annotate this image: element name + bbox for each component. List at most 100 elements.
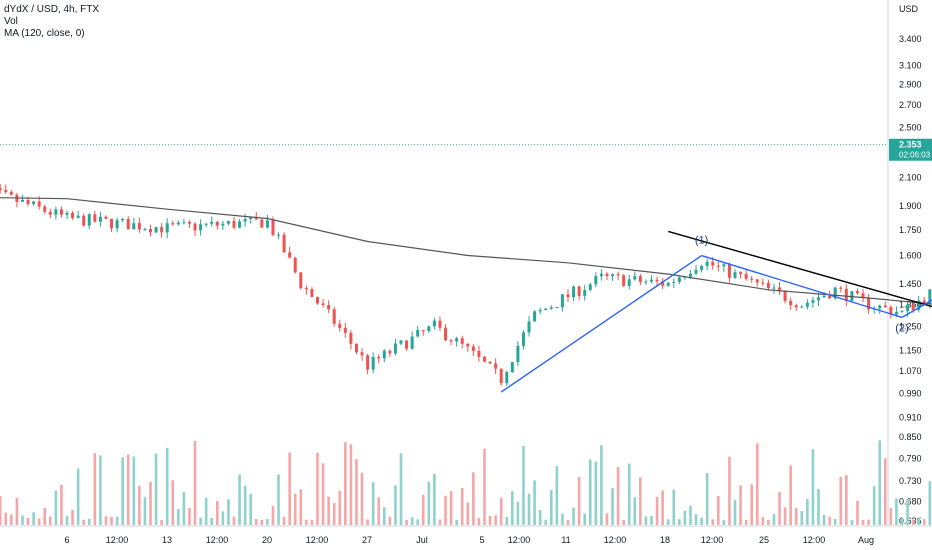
moving-average-label[interactable]: MA (120, close, 0) bbox=[4, 28, 85, 39]
time-tick-label: Jul bbox=[416, 535, 428, 545]
candle-body bbox=[165, 223, 169, 233]
volume-bar bbox=[282, 516, 286, 525]
candle-body bbox=[48, 211, 52, 215]
price-tick-label: 1.250 bbox=[899, 321, 922, 331]
candle-body bbox=[271, 220, 275, 236]
candle-body bbox=[382, 350, 386, 359]
candle-body bbox=[900, 310, 904, 312]
volume-bar bbox=[928, 481, 932, 525]
candle-body bbox=[700, 265, 704, 270]
volume-bar bbox=[817, 489, 820, 525]
price-axis-currency: USD bbox=[899, 4, 919, 14]
volume-bar bbox=[783, 507, 787, 525]
volume-bar bbox=[488, 515, 492, 525]
candle-body bbox=[594, 276, 598, 285]
candle-body bbox=[644, 281, 648, 283]
candle-body bbox=[265, 220, 269, 228]
candle-body bbox=[171, 223, 175, 225]
candle-body bbox=[633, 276, 637, 280]
candle-body bbox=[822, 295, 826, 298]
volume-bar bbox=[449, 491, 453, 525]
volume-indicator-label[interactable]: Vol bbox=[4, 16, 18, 27]
volume-bar bbox=[639, 477, 642, 525]
candle-body bbox=[483, 356, 486, 362]
volume-bar bbox=[49, 516, 52, 525]
candle-body bbox=[65, 212, 69, 215]
price-tick-label: 0.635 bbox=[899, 516, 922, 526]
wave-line[interactable] bbox=[500, 254, 702, 393]
candle-body bbox=[566, 294, 570, 298]
price-tick-label: 0.850 bbox=[899, 432, 922, 442]
trend-line[interactable] bbox=[668, 230, 932, 326]
candle-body bbox=[98, 216, 102, 222]
volume-bar bbox=[900, 518, 904, 525]
volume-bar bbox=[293, 493, 297, 525]
wave-line[interactable] bbox=[901, 164, 932, 319]
volume-bar bbox=[739, 485, 742, 525]
wave-line[interactable] bbox=[701, 254, 903, 319]
volume-bar bbox=[349, 444, 353, 525]
candle-body bbox=[215, 221, 219, 226]
candle-body bbox=[839, 287, 843, 289]
volume-bar bbox=[232, 516, 236, 525]
volume-bar bbox=[872, 486, 876, 525]
time-tick-label: 27 bbox=[362, 535, 372, 545]
volume-bar bbox=[104, 516, 108, 525]
volume-bar bbox=[193, 441, 197, 525]
candle-body bbox=[499, 368, 503, 384]
candle-body bbox=[54, 209, 58, 215]
volume-bar bbox=[544, 519, 548, 525]
volume-bar bbox=[99, 455, 102, 525]
volume-bar bbox=[126, 454, 130, 525]
candle-body bbox=[555, 307, 559, 309]
candle-body bbox=[911, 304, 915, 310]
candle-body bbox=[494, 363, 498, 369]
candle-body bbox=[354, 343, 358, 353]
candle-body bbox=[388, 350, 392, 354]
candle-body bbox=[750, 278, 754, 280]
volume-bar bbox=[922, 519, 926, 525]
price-tick-label: 2.500 bbox=[899, 122, 922, 132]
price-tick-label: 1.350 bbox=[899, 299, 922, 309]
candle-body bbox=[421, 330, 425, 332]
candle-body bbox=[399, 340, 403, 344]
candle-body bbox=[343, 327, 347, 333]
candle-body bbox=[867, 297, 871, 310]
candle-body bbox=[310, 289, 314, 298]
symbol-title[interactable]: dYdX / USD, 4h, FTX bbox=[4, 4, 100, 15]
volume-bar bbox=[444, 495, 447, 525]
volume-bar bbox=[494, 515, 497, 525]
time-tick-label: Aug bbox=[858, 535, 874, 545]
candle-body bbox=[321, 303, 325, 306]
candle-body bbox=[688, 273, 692, 277]
volume-bar bbox=[705, 473, 709, 525]
volume-bar bbox=[238, 474, 241, 525]
volume-bar bbox=[555, 466, 559, 525]
candle-body bbox=[677, 277, 681, 283]
volume-bar bbox=[689, 505, 692, 525]
candle-body bbox=[761, 282, 765, 284]
volume-bar bbox=[65, 516, 69, 525]
volume-bar bbox=[427, 481, 431, 525]
candle-body bbox=[59, 209, 63, 215]
candle-body bbox=[627, 279, 631, 286]
volume-bar bbox=[394, 485, 397, 525]
volume-bar bbox=[460, 487, 464, 525]
time-tick-label: 11 bbox=[561, 535, 570, 545]
candle-body bbox=[733, 272, 737, 278]
last-price-tag[interactable] bbox=[889, 138, 932, 161]
candle-body bbox=[254, 216, 258, 220]
wave-label: (1) bbox=[695, 235, 708, 247]
volume-bar bbox=[884, 458, 887, 525]
price-tick-label: 1.450 bbox=[899, 279, 922, 289]
candle-body bbox=[210, 221, 214, 224]
candle-body bbox=[43, 206, 47, 212]
candle-body bbox=[616, 274, 620, 276]
price-tick-label: 1.070 bbox=[899, 366, 922, 376]
volume-bar bbox=[806, 499, 809, 525]
volume-bar bbox=[561, 513, 564, 525]
volume-bar bbox=[115, 516, 119, 525]
candle-body bbox=[26, 199, 30, 204]
